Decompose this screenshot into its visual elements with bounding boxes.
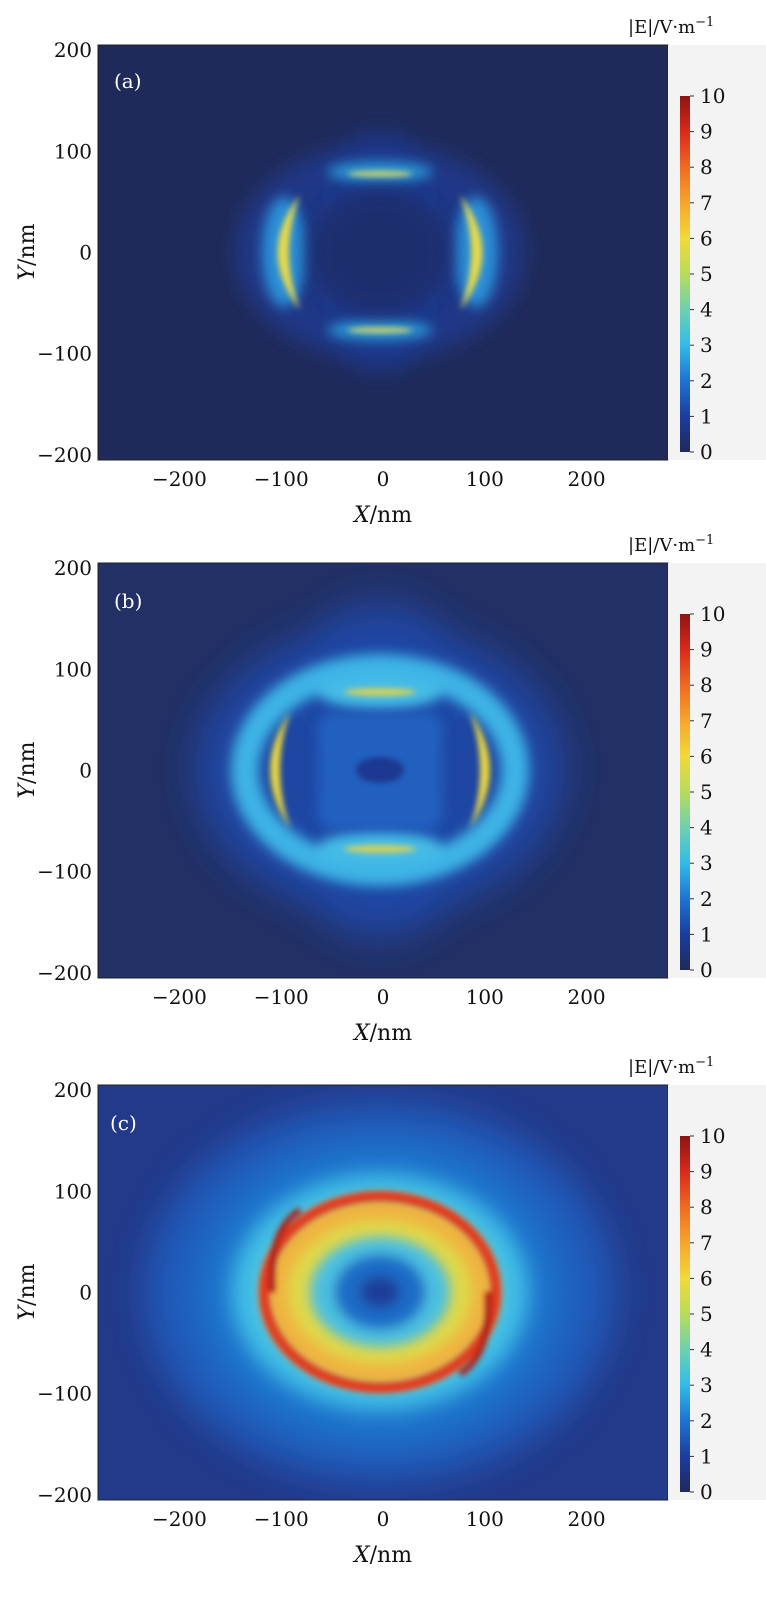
- colorbar-tick-label-c: 5: [700, 1302, 713, 1326]
- heatmap-a-center: [310, 190, 450, 314]
- colorbar-tick-label-a: 10: [700, 84, 725, 108]
- colorbar-tick-label-a: 9: [700, 120, 713, 144]
- colorbar-tick-label-b: 5: [700, 780, 713, 804]
- colorbar-tick-label-b: 10: [700, 602, 725, 626]
- x-axis-label-a: X/nm: [352, 503, 412, 528]
- panel-label-c: (c): [110, 1111, 137, 1135]
- y-ticks-c: 200 100 0 −100 −200: [37, 1078, 92, 1507]
- x-tick-label-b: 0: [377, 985, 390, 1009]
- y-tick-label-a: −100: [37, 342, 92, 366]
- y-tick-label-b: −200: [37, 961, 92, 985]
- colorbar-tick-label-b: 3: [700, 851, 713, 875]
- x-tick-label-a: 200: [567, 467, 605, 491]
- y-ticks-a: 200 100 0 −100 −200: [37, 38, 92, 467]
- colorbar-c-bar: [680, 1136, 690, 1492]
- x-tick-label-c: −100: [254, 1507, 309, 1531]
- colorbar-tick-label-b: 6: [700, 744, 713, 768]
- x-tick-label-b: 100: [466, 985, 504, 1009]
- heatmap-b: [98, 563, 668, 978]
- colorbar-tick-label-a: 7: [700, 191, 713, 215]
- y-ticks-b: 200 100 0 −100 −200: [37, 556, 92, 985]
- colorbar-tick-label-b: 0: [700, 958, 713, 982]
- heatmap-a: [98, 45, 668, 460]
- x-ticks-a: −200 −100 0 100 200: [152, 467, 606, 491]
- x-tick-label-c: 200: [567, 1507, 605, 1531]
- y-tick-label-a: 200: [54, 38, 92, 62]
- x-tick-label-c: 100: [466, 1507, 504, 1531]
- colorbar-tick-label-c: 2: [700, 1409, 713, 1433]
- figure: (a) 2001000−100−200 −200 −100 0 100 200 X/nm…: [0, 0, 766, 1600]
- y-axis-label-c: Y/nm: [15, 1263, 40, 1320]
- colorbar-tick-label-c: 7: [700, 1231, 713, 1255]
- x-ticks-b: −200 −100 0 100 200: [152, 985, 606, 1009]
- y-tick-label-c: 0: [79, 1281, 92, 1305]
- panel-label-a: (a): [114, 69, 142, 93]
- colorbar-tick-label-a: 8: [700, 155, 713, 179]
- colorbar-tick-label-c: 0: [700, 1480, 713, 1504]
- y-tick-label-a: −200: [37, 443, 92, 467]
- colorbar-tick-label-c: 8: [700, 1195, 713, 1219]
- colorbar-tick-label-c: 9: [700, 1160, 713, 1184]
- colorbar-tick-label-a: 0: [700, 440, 713, 464]
- heatmap-c: [98, 1085, 668, 1500]
- colorbar-tick-label-c: 10: [700, 1124, 725, 1148]
- colorbar-tick-label-c: 1: [700, 1444, 713, 1468]
- x-tick-label-a: −200: [152, 467, 207, 491]
- x-tick-label-b: 200: [567, 985, 605, 1009]
- x-ticks-c: −200 −100 0 100 200: [152, 1507, 606, 1531]
- colorbar-tick-label-b: 7: [700, 709, 713, 733]
- colorbar-tick-label-c: 6: [700, 1266, 713, 1290]
- colorbar-b-title: |E|/V·m−1: [628, 533, 714, 556]
- colorbar-tick-label-b: 9: [700, 638, 713, 662]
- colorbar-c-title: |E|/V·m−1: [628, 1055, 714, 1078]
- y-tick-label-b: −100: [37, 860, 92, 884]
- heatmap-b-center: [356, 757, 404, 783]
- y-axis-label-b: Y/nm: [15, 741, 40, 798]
- colorbar-a-bar: [680, 96, 690, 452]
- y-tick-label-b: 100: [54, 657, 92, 681]
- colorbar-tick-label-c: 3: [700, 1373, 713, 1397]
- colorbar-tick-label-b: 2: [700, 887, 713, 911]
- y-tick-label-c: 100: [54, 1179, 92, 1203]
- colorbar-tick-label-b: 8: [700, 673, 713, 697]
- y-tick-label-c: −100: [37, 1382, 92, 1406]
- colorbar-tick-label-a: 1: [700, 404, 713, 428]
- x-tick-label-a: 100: [466, 467, 504, 491]
- colorbar-tick-label-a: 2: [700, 369, 713, 393]
- y-tick-label-c: 200: [54, 1078, 92, 1102]
- y-tick-label-b: 0: [79, 759, 92, 783]
- colorbar-tick-label-a: 3: [700, 333, 713, 357]
- x-axis-label-b: X/nm: [352, 1021, 412, 1046]
- colorbar-tick-label-b: 4: [700, 816, 713, 840]
- y-tick-label-b: 200: [54, 556, 92, 580]
- y-tick-label-c: −200: [37, 1483, 92, 1507]
- panel-label-b: (b): [114, 589, 142, 613]
- y-axis-label-a: Y/nm: [15, 223, 40, 280]
- y-tick-label-a: 100: [54, 139, 92, 163]
- colorbar-tick-label-b: 1: [700, 922, 713, 946]
- colorbar-tick-label-a: 5: [700, 262, 713, 286]
- colorbar-b-bar: [680, 614, 690, 970]
- x-tick-label-a: −100: [254, 467, 309, 491]
- heatmap-c-inner: [310, 1237, 450, 1347]
- colorbar-tick-label-a: 4: [700, 298, 713, 322]
- x-axis-label-c: X/nm: [352, 1543, 412, 1568]
- colorbar-a-title: |E|/V·m−1: [628, 15, 714, 38]
- x-tick-label-c: 0: [377, 1507, 390, 1531]
- x-tick-label-b: −100: [254, 985, 309, 1009]
- x-tick-label-a: 0: [377, 467, 390, 491]
- colorbar-tick-label-a: 6: [700, 226, 713, 250]
- x-tick-label-b: −200: [152, 985, 207, 1009]
- x-tick-label-c: −200: [152, 1507, 207, 1531]
- y-tick-label-a: 0: [79, 241, 92, 265]
- colorbar-tick-label-c: 4: [700, 1338, 713, 1362]
